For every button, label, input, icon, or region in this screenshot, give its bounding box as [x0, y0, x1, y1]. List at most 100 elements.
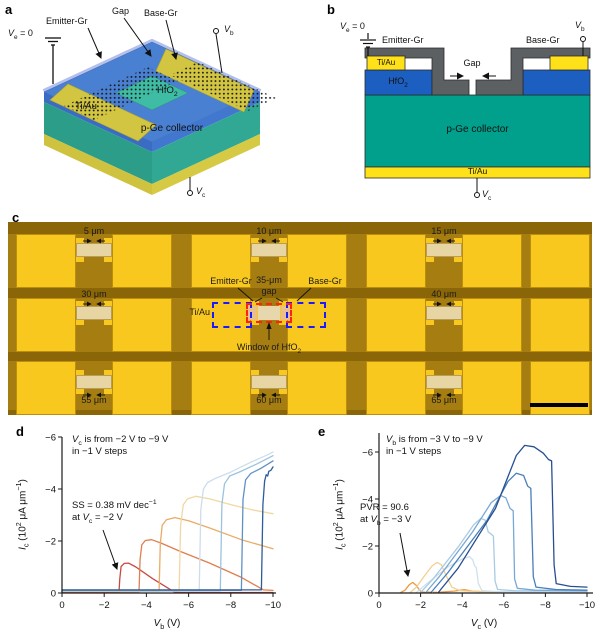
panel-b: b [300, 0, 600, 212]
gold-pad [462, 298, 522, 352]
gold-pad [16, 298, 76, 352]
gold-pad [191, 361, 251, 415]
y-tick-label: 0 [368, 589, 373, 600]
base-graphene-outline [286, 302, 326, 328]
gold-left-face [44, 134, 152, 195]
window-arrowhead [266, 322, 272, 329]
panel-d-label: d [16, 424, 24, 439]
y-tick-label: −2 [45, 537, 56, 548]
gap-size-label: 30 μm [81, 289, 107, 299]
vc-sweep-note-line2: in −1 V steps [72, 446, 128, 457]
data-series [430, 472, 588, 594]
cross-section-schematic [360, 33, 591, 198]
hfo2-right [522, 69, 591, 96]
tiau-label: Ti/Au [189, 307, 210, 317]
hfo2-label: HfO2 [388, 76, 408, 89]
pvr-annotation-line1: PVR = 90.6 [360, 502, 409, 513]
panel-b-label: b [327, 2, 335, 17]
data-series [61, 516, 274, 593]
y-axis-title: Ic (102 μA μm−1) [14, 479, 31, 550]
emitter-gr-label: Emitter-Gr [382, 35, 424, 45]
gold-pad [16, 234, 76, 288]
x-tick-label: −2 [99, 600, 110, 611]
vb-label: Vb [575, 20, 585, 33]
base-gr-label: Base-Gr [308, 276, 342, 286]
graphene-contact-region [281, 306, 290, 320]
x-tick-label: 0 [376, 600, 381, 611]
device-channel [426, 375, 462, 389]
data-series [61, 451, 274, 592]
panel-a: a [0, 0, 300, 212]
vb-terminal [580, 36, 586, 56]
gap-size-label-line1: 35-μm [256, 275, 282, 285]
gap-arrows-icon [83, 301, 105, 307]
ss-annotation-line1: SS = 0.38 mV dec−1 [72, 498, 157, 511]
emitter-graphene [64, 67, 178, 120]
x-tick-label: −2 [415, 600, 426, 611]
gold-pad [112, 298, 172, 352]
gap-size-label: 15 μm [431, 226, 457, 236]
gold-pad [462, 361, 522, 415]
pointer-arrows [87, 17, 178, 60]
data-series [61, 562, 274, 594]
x-tick-label: −6 [183, 600, 194, 611]
gap-arrows-icon [433, 392, 455, 398]
gap-size-label: 55 μm [81, 395, 107, 405]
gap-label: Gap [112, 6, 130, 16]
panel-d: d 0 −2 −4 −6 −8 −10 0 −2 −4 −6 Vc is from −2 V to… [0, 420, 300, 638]
substrate-band [8, 352, 592, 361]
pge-collector [364, 94, 591, 168]
gold-pad [366, 361, 426, 415]
x-tick-label: 0 [59, 600, 64, 611]
ve-label: Ve = 0 [340, 21, 365, 34]
hfo2-window-region [258, 306, 280, 320]
plot-ic-vs-vc: 0 −2 −4 −6 −8 −10 0 −2 −4 −6 [362, 433, 595, 611]
ss-annotation-line2: at Vc = −2 V [72, 512, 123, 525]
gap-arrows-icon [258, 392, 280, 398]
scale-bar [530, 403, 588, 407]
gold-pad [287, 234, 347, 288]
tiau-label: Ti/Au [376, 58, 396, 67]
x-tick-label: −6 [498, 600, 509, 611]
panel-e: e 0 −2 −4 −6 −8 −10 0 −2 −4 −6 Vb is from −3 V to… [300, 420, 600, 638]
pvr-annotation-line2: at Vb = −3 V [360, 514, 412, 527]
data-series [61, 460, 274, 592]
emitter-gr-label: Emitter-Gr [210, 276, 252, 286]
y-tick-label: −4 [45, 485, 56, 496]
tiau-label: Ti/Au [75, 101, 97, 112]
gap-arrows-icon [433, 301, 455, 307]
base-graphene [170, 62, 276, 111]
data-series [425, 494, 588, 594]
gap-arrows-icon [83, 238, 105, 244]
device-channel [426, 243, 462, 257]
device-3d-schematic [42, 17, 276, 196]
vb-label: Vb [224, 24, 234, 37]
gold-pad [366, 298, 426, 352]
x-tick-label: −8 [540, 600, 551, 611]
gap-size-label: 40 μm [431, 289, 457, 299]
ground-icon [360, 33, 376, 56]
gold-pad [366, 234, 426, 288]
plot-ic-vs-vb: 0 −2 −4 −6 −8 −10 0 −2 −4 −6 [45, 433, 281, 612]
x-tick-label: −4 [141, 600, 152, 611]
data-series [61, 539, 274, 593]
data-series [61, 495, 274, 592]
data-series [61, 455, 274, 592]
gap-size-label: 5 μm [83, 226, 105, 236]
bottom-tiau-label: Ti/Au [467, 166, 488, 176]
gold-pad [191, 234, 251, 288]
gap-size-label-line2: gap [261, 286, 277, 296]
panel-c: c 5 μm 10 μm 15 μm 30 μm 40 μm 55 μm 60 μm 65 μ… [0, 210, 600, 420]
vc-sweep-note-line1: Vc is from −2 V to −9 V [72, 434, 169, 447]
x-tick-label: −10 [579, 600, 595, 611]
y-tick-label: −6 [45, 433, 56, 444]
gold-pad [191, 298, 251, 352]
hfo2-window-outline [246, 303, 292, 323]
panel-e-label: e [318, 424, 326, 439]
vb-terminal [213, 28, 223, 74]
gold-pad [112, 361, 172, 415]
device-channel [251, 375, 287, 389]
y-tick-label: −2 [362, 542, 373, 553]
vc-terminal [474, 178, 480, 198]
